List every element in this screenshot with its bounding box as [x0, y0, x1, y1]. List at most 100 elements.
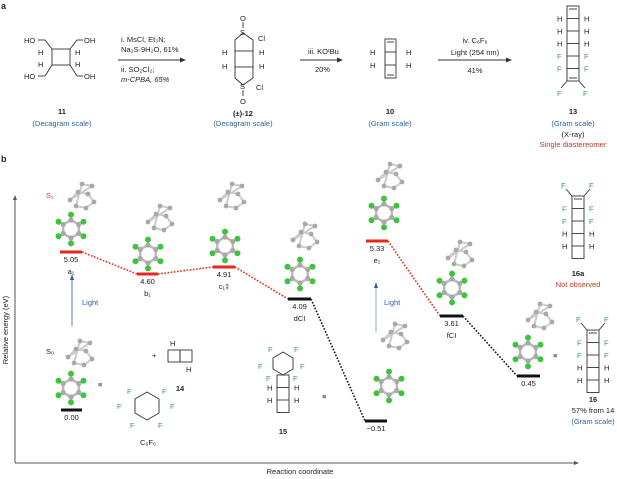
- f-atom: F: [557, 89, 562, 98]
- compound-16-id: 16: [589, 395, 597, 404]
- fluorine-atom: [55, 233, 62, 240]
- carbon-atom: [60, 221, 66, 228]
- compound-11-id: 11: [58, 107, 66, 116]
- energy-paths: [81, 240, 518, 422]
- carbon-atom: [449, 276, 455, 282]
- ho-group: HO: [24, 72, 35, 81]
- carbon-atom: [73, 346, 79, 352]
- f-atom: F: [294, 345, 299, 354]
- carbon-atom: [77, 338, 83, 344]
- carbon-atom: [76, 389, 82, 396]
- carbon-atom: [394, 387, 400, 394]
- h-atom: H: [38, 60, 43, 69]
- fluorine-atom: [68, 399, 74, 406]
- h-atom: H: [259, 48, 264, 57]
- fluorine-atom: [512, 341, 519, 348]
- h-atom: H: [222, 48, 227, 57]
- carbon-atom: [389, 205, 395, 212]
- f-atom: F: [604, 339, 609, 348]
- carbon-atom: [83, 348, 89, 354]
- f-atom: F: [604, 315, 609, 324]
- carbon-atom: [75, 189, 81, 195]
- fluorine-atom: [386, 397, 392, 404]
- compound-11-scale: (Decagram scale): [32, 119, 92, 128]
- state-name: fCI: [447, 331, 457, 340]
- carbon-atom: [386, 374, 392, 380]
- energy-levels: 5.05 a₁ 4.60 b₁ 4.91 c₁‡ 4.09 dCI 0.00 −0.51 5.33 e…: [60, 239, 540, 433]
- carbon-atom: [441, 280, 447, 287]
- fluorine-atom: [284, 278, 291, 285]
- carbon-atom: [375, 177, 381, 183]
- carbon-atom: [549, 319, 555, 325]
- h-atom: H: [75, 48, 80, 57]
- fluorine-atom: [449, 299, 455, 306]
- fluorine-atom: [222, 257, 228, 264]
- fluorine-atom: [398, 375, 405, 382]
- h-atom: H: [557, 40, 562, 49]
- h-atom: H: [604, 364, 609, 373]
- reaction-path: [81, 251, 138, 275]
- carbon-atom: [85, 191, 91, 197]
- carbon-atom: [73, 203, 79, 209]
- compound-12-structure: O S Cl S Cl O H H H H: [222, 14, 265, 106]
- fluorine-atom: [80, 218, 87, 225]
- fluorine-atom: [297, 256, 303, 263]
- fluorine-atom: [512, 356, 519, 363]
- compound-10-scale: (Gram scale): [368, 119, 412, 128]
- panel-a-label: a: [1, 1, 7, 11]
- s1-label: S₁: [46, 191, 54, 200]
- h-atom: H: [557, 15, 562, 24]
- carbon-atom: [229, 181, 235, 187]
- carbon-atom: [533, 353, 539, 360]
- fluorine-atom: [537, 341, 544, 348]
- f-atom: F: [583, 89, 588, 98]
- fluorine-atom: [234, 235, 241, 242]
- carbon-atom: [457, 239, 463, 245]
- carbon-atom: [161, 227, 167, 233]
- carbon-atom: [296, 243, 302, 249]
- compound-13-id: 13: [569, 107, 577, 116]
- fluorine-atom: [234, 250, 241, 257]
- compound-13-structure: H HH HH HF FF FF F: [557, 5, 589, 98]
- fluorine-atom: [55, 218, 62, 225]
- fluorine-atom: [209, 235, 216, 242]
- carbon-atom: [388, 329, 394, 335]
- reaction-path: [157, 266, 214, 275]
- carbon-atom: [387, 161, 393, 167]
- carbon-atom: [214, 247, 220, 254]
- carbon-atom: [399, 179, 405, 185]
- carbon-atom: [525, 358, 531, 364]
- fluorine-atom: [461, 292, 468, 299]
- fluorine-atom: [145, 265, 151, 272]
- y-axis-label: Relative energy (eV): [1, 295, 10, 364]
- compound-14-structure: H H: [167, 339, 193, 374]
- carbon-atom: [463, 249, 469, 255]
- fluorine-atom: [80, 233, 87, 240]
- carbon-atom: [525, 340, 531, 346]
- o-atom: O: [240, 14, 246, 23]
- step2-yield: 20%: [315, 65, 330, 74]
- carbon-atom: [393, 171, 399, 177]
- fluorine-atom: [368, 202, 375, 209]
- carbon-atom: [537, 301, 543, 307]
- fluorine-atom: [55, 377, 62, 384]
- fluorine-atom: [449, 270, 455, 277]
- fluorine-atom: [297, 285, 303, 292]
- fluorine-atom: [157, 243, 164, 250]
- compound-16a-id: 16a: [572, 269, 585, 278]
- h-atom: H: [557, 27, 562, 36]
- fluorine-atom: [368, 217, 375, 224]
- state-name: dCI: [294, 314, 306, 323]
- carbon-atom: [217, 197, 223, 203]
- h-atom: H: [406, 48, 411, 57]
- h-atom: H: [186, 365, 191, 374]
- f-atom: F: [117, 402, 122, 411]
- compound-10-id: 10: [386, 107, 394, 116]
- carbon-atom: [373, 205, 379, 212]
- carbon-atom: [381, 219, 387, 225]
- carbon-atom: [290, 237, 296, 243]
- fluorine-atom: [525, 334, 531, 341]
- carbon-atom: [533, 344, 539, 351]
- carbon-atom: [68, 235, 74, 241]
- energy-value: 3.61: [444, 319, 459, 328]
